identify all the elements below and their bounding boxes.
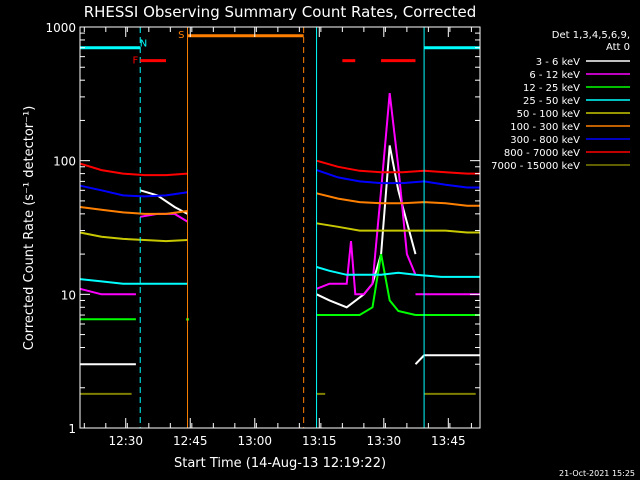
series-6-segment-0 xyxy=(79,184,188,198)
event-bars: NF S xyxy=(80,30,480,67)
series-7-segment-0 xyxy=(79,162,188,177)
legend-label-0: 3 - 6 keV xyxy=(536,57,580,68)
event-label-N: N xyxy=(140,39,147,50)
plot-frame xyxy=(79,26,481,429)
event-label-S: S xyxy=(178,30,184,41)
legend-header: Det 1,3,4,5,6,9,Att 0 xyxy=(552,30,630,53)
legend-label-6: 300 - 800 keV xyxy=(510,135,580,146)
vertical-lines xyxy=(139,27,481,428)
x-tick-label: 13:15 xyxy=(302,434,337,448)
legend-label-4: 50 - 100 keV xyxy=(517,109,581,120)
series-5 xyxy=(79,192,480,215)
x-tick-label: 13:45 xyxy=(431,434,466,448)
legend-header-line: Att 0 xyxy=(606,42,630,53)
legend-label-1: 6 - 12 keV xyxy=(529,70,580,81)
legend-header-line: Det 1,3,4,5,6,9, xyxy=(552,30,630,41)
event-label-F: F xyxy=(132,56,138,67)
series-6-segment-1 xyxy=(316,169,480,189)
y-axis-label: Corrected Count Rate (s⁻¹ detector⁻¹) xyxy=(22,106,37,351)
series-1-segment-0 xyxy=(79,287,136,296)
series-4 xyxy=(79,222,480,243)
series-layer xyxy=(79,92,480,395)
plot-axes: 1 10 100 1000 12:30 12:45 13:00 13:15 13:30 13:45 xyxy=(45,21,481,448)
series-3-segment-1 xyxy=(316,266,480,278)
series-4-segment-1 xyxy=(316,222,480,234)
series-2-segment-2 xyxy=(316,253,416,316)
legend: 3 - 6 keV 6 - 12 keV 12 - 25 keV 25 - 50 ke… xyxy=(491,57,630,172)
legend-label-3: 25 - 50 keV xyxy=(523,96,580,107)
series-1 xyxy=(79,92,480,296)
series-3 xyxy=(79,266,480,285)
x-tick-label: 12:45 xyxy=(173,434,208,448)
series-7 xyxy=(79,159,480,177)
footer-timestamp: 21-Oct-2021 15:25 xyxy=(559,469,635,478)
x-tick-label: 13:30 xyxy=(367,434,402,448)
series-5-segment-1 xyxy=(316,192,480,207)
y-tick-label: 1 xyxy=(68,422,76,436)
y-tick-label: 1000 xyxy=(45,21,76,35)
chart-title: RHESSI Observing Summary Count Rates, Co… xyxy=(84,3,477,21)
legend-label-2: 12 - 25 keV xyxy=(523,83,580,94)
series-1-segment-1 xyxy=(140,212,189,223)
x-axis-label: Start Time (14-Aug-13 12:19:22) xyxy=(174,456,386,471)
series-3-segment-0 xyxy=(79,278,188,285)
y-tick-label: 100 xyxy=(53,155,76,169)
legend-label-7: 800 - 7000 keV xyxy=(504,148,580,159)
y-tick-label: 10 xyxy=(61,288,76,302)
x-tick-label: 13:00 xyxy=(237,434,272,448)
series-1-segment-2 xyxy=(316,92,417,296)
series-2 xyxy=(80,253,480,321)
series-7-segment-1 xyxy=(316,159,480,175)
x-tick-label: 12:30 xyxy=(108,434,143,448)
series-6 xyxy=(79,169,480,198)
series-5-segment-0 xyxy=(79,206,188,215)
series-0-segment-3 xyxy=(414,354,480,365)
series-0-segment-1 xyxy=(139,189,188,215)
series-4-segment-0 xyxy=(79,231,188,243)
legend-label-5: 100 - 300 keV xyxy=(510,122,580,133)
legend-label-8: 7000 - 15000 keV xyxy=(491,161,580,172)
